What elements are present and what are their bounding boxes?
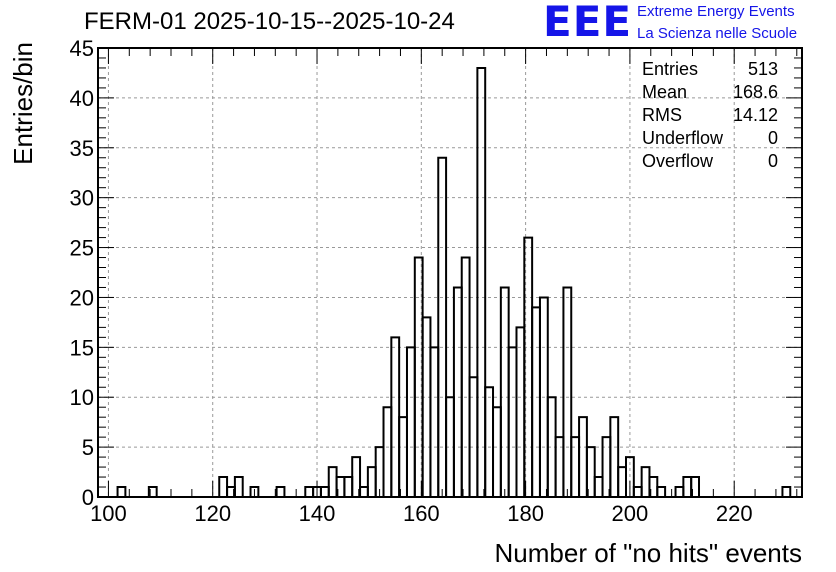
stat-label: Underflow [642,128,724,148]
stat-row-entries: Entries 513 [636,58,784,81]
x-tick-label: 200 [612,501,649,526]
y-tick-label: 45 [70,36,94,61]
histogram-bar [554,436,565,497]
y-tick-label: 30 [70,186,94,211]
histogram-bar [476,66,487,497]
histogram-bar [460,256,471,497]
stat-value: 168.6 [732,82,778,102]
histogram-bar [585,446,596,497]
histogram-bar [359,486,369,497]
histogram-bar [351,456,362,497]
histogram-bar [515,326,526,497]
histogram-bar [632,486,643,497]
stat-value: 14.12 [732,105,778,125]
y-tick-label: 25 [70,236,94,261]
y-tick-label: 10 [70,385,94,410]
histogram-bar [304,486,315,497]
histogram-bar [601,436,612,497]
y-tick-label: 35 [70,136,94,161]
y-tick-label: 15 [70,335,94,360]
histogram-bar [405,346,416,497]
histogram-bar [507,346,518,497]
histogram-bar [366,466,377,497]
x-tick-label: 120 [194,501,231,526]
histogram-bar [452,286,463,497]
stat-row-overflow: Overflow 0 [636,150,784,173]
x-tick-label: 140 [299,501,336,526]
x-tick-label: 220 [716,501,753,526]
histogram-bar [625,456,635,497]
y-tick-label: 5 [82,435,94,460]
brand-line-1: Extreme Energy Events [637,3,795,20]
stats-box: Entries 513 Mean 168.6 RMS 14.12 Underfl… [636,58,784,173]
x-axis-label: Number of "no hits" events [495,538,803,568]
histogram-bar [781,486,792,497]
plot-frame [97,47,803,498]
histogram-bar [382,406,393,497]
histogram-bar [275,486,286,497]
histogram-bar [116,486,127,497]
stat-label: RMS [642,105,682,125]
y-tick-label: 0 [82,485,94,510]
x-tick-label: 160 [403,501,440,526]
histogram-bar [682,476,693,497]
histogram-bar [570,436,581,497]
histogram-bar [609,416,620,497]
x-tick-label: 180 [507,501,544,526]
histogram-bar [499,286,510,497]
histogram-bar [562,286,573,497]
histogram-bar [327,466,338,497]
histogram-bar [429,346,440,497]
histogram-bar [218,476,229,497]
histogram-bar [484,386,495,497]
eee-logo: EEE [543,0,633,46]
histogram-bar [492,406,502,497]
histogram-bar [593,476,604,497]
stat-value: 0 [767,128,778,148]
histogram-bar [690,476,701,497]
stat-row-underflow: Underflow 0 [636,127,784,150]
stat-row-rms: RMS 14.12 [636,104,784,127]
histogram-bar [421,316,432,497]
y-tick-label: 20 [70,285,94,310]
histogram-bar [674,486,685,497]
histogram-bar [413,256,424,497]
histogram-bar [319,486,330,497]
histogram-bar [390,336,401,497]
histogram-bar [343,476,354,497]
histogram-bar [233,476,244,497]
stat-label: Mean [642,82,688,102]
stat-row-mean: Mean 168.6 [636,81,784,104]
brand-line-2: La Scienza nelle Scuole [637,25,798,42]
y-tick-label: 40 [70,86,94,111]
histogram-bar [617,466,627,497]
histogram-bar [468,376,479,497]
histogram-bar [398,416,408,497]
histogram-bar [249,486,260,497]
stat-value: 513 [747,59,778,79]
histogram-bar [656,486,667,497]
stat-label: Entries [642,59,699,79]
histogram-bar [578,416,588,497]
y-axis-label: Entries/bin [8,42,38,165]
stat-value: 0 [767,151,778,171]
histogram-bar [640,466,651,497]
histogram-bar [531,306,541,497]
x-tick-label: 100 [90,501,127,526]
histogram-bar [147,486,158,497]
stat-label: Overflow [642,151,714,171]
histogram-bar [437,156,448,497]
chart-title: FERM-01 2025-10-15--2025-10-24 [84,8,455,35]
